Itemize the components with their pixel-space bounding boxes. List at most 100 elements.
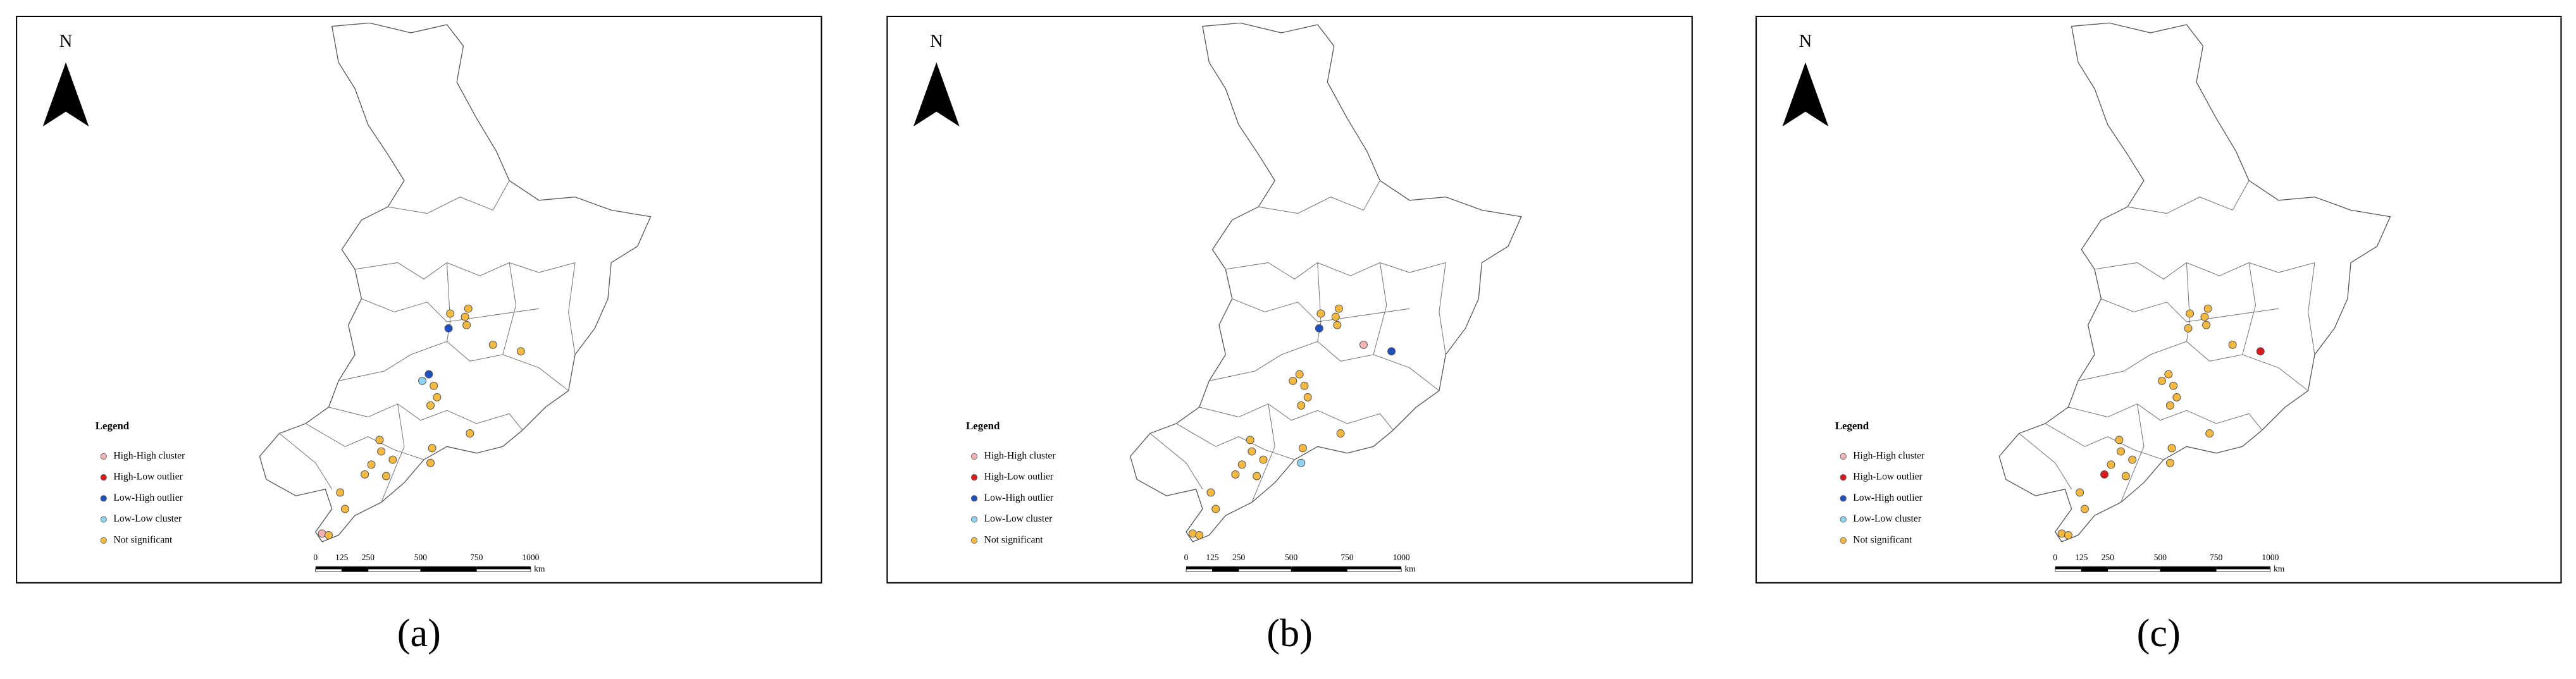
city-point	[388, 455, 397, 464]
province-boundary	[1232, 298, 1410, 322]
scale-segment	[2081, 566, 2108, 570]
city-point	[446, 309, 455, 318]
province-boundary	[1258, 180, 1380, 214]
city-point	[2164, 370, 2173, 379]
province-boundary	[446, 262, 451, 342]
city-point	[325, 531, 333, 540]
scale-segment	[476, 566, 531, 570]
province-boundary	[568, 262, 576, 355]
province-boundary	[328, 403, 523, 431]
province-boundary	[1209, 341, 1440, 391]
city-point	[340, 505, 349, 513]
panel-caption: (b)	[1266, 611, 1313, 655]
city-point	[1297, 458, 1306, 467]
province-boundary	[305, 423, 424, 460]
scale-segment	[1291, 568, 1347, 572]
city-point	[2165, 401, 2174, 410]
north-label: N	[1799, 32, 1812, 51]
panel-caption: (c)	[2137, 611, 2181, 655]
city-point	[424, 370, 433, 379]
legend-marker	[1840, 516, 1847, 523]
city-point	[2228, 340, 2237, 349]
north-label: N	[930, 32, 943, 51]
scale-segment	[1239, 566, 1292, 570]
scale-tick-label: 1000	[1393, 553, 1410, 562]
scale-tick-label: 500	[414, 553, 427, 562]
legend-marker	[970, 474, 978, 481]
city-point	[1316, 309, 1325, 318]
legend-label: Low-High outlier	[984, 492, 1054, 503]
scale-segment	[342, 566, 368, 570]
scale-tick-label: 500	[2154, 553, 2167, 562]
legend-marker	[970, 495, 978, 502]
province-boundary	[381, 403, 405, 503]
north-arrow	[1782, 62, 1829, 126]
city-point	[2157, 376, 2166, 385]
scale-segment	[420, 568, 477, 572]
city-point	[433, 393, 442, 401]
city-point	[1333, 321, 1342, 329]
province-boundary	[502, 262, 517, 355]
city-point	[2128, 455, 2137, 464]
legend-marker	[970, 537, 978, 544]
scale-tick-label: 500	[1285, 553, 1298, 562]
city-point	[462, 321, 471, 329]
city-point	[2256, 347, 2265, 356]
city-point	[2117, 447, 2126, 456]
city-point	[1231, 470, 1240, 479]
legend-marker	[970, 453, 978, 460]
scale-segment	[2215, 568, 2271, 572]
north-arrow	[42, 62, 89, 126]
province-boundary	[1317, 262, 1322, 342]
scale-tick-label: 0	[1184, 553, 1189, 562]
city-point	[428, 444, 437, 453]
legend-marker	[1840, 495, 1847, 502]
legend-label: Low-High outlier	[113, 492, 183, 503]
province-boundary	[2068, 403, 2263, 431]
legend-label: High-Low outlier	[113, 472, 183, 482]
city-point	[1297, 401, 1306, 410]
city-point	[1303, 393, 1312, 401]
city-point	[1300, 381, 1309, 390]
scale-segment	[1347, 566, 1402, 570]
province-boundary	[2045, 423, 2164, 460]
legend-marker	[970, 516, 978, 523]
city-point	[426, 401, 435, 410]
province-boundary	[1439, 262, 1446, 355]
legend-marker	[1840, 537, 1847, 544]
scale-segment	[368, 566, 421, 570]
city-point	[418, 376, 427, 385]
scale-tick-label: 750	[1341, 553, 1354, 562]
scale-segment	[2081, 568, 2108, 572]
scale-segment	[2216, 566, 2270, 570]
city-point	[2205, 429, 2214, 438]
province-boundary	[387, 180, 510, 214]
city-point	[2107, 460, 2115, 469]
province-boundary	[2186, 262, 2191, 342]
scale-segment	[368, 568, 421, 572]
province-boundary	[2101, 298, 2279, 322]
scale-unit: km	[1404, 564, 1416, 573]
province-boundary	[1225, 262, 1446, 280]
scale-segment	[315, 568, 342, 572]
city-point	[1331, 312, 1340, 321]
scale-unit: km	[2274, 564, 2285, 573]
city-point	[466, 429, 474, 438]
city-point	[426, 458, 435, 467]
city-point	[1359, 340, 1368, 349]
north-label: N	[59, 32, 73, 51]
city-point	[2100, 470, 2109, 479]
scale-unit: km	[534, 564, 545, 573]
city-point	[1211, 505, 1220, 513]
legend-title: Legend	[96, 420, 130, 432]
legend-marker	[1840, 474, 1847, 481]
scale-tick-label: 1000	[522, 553, 539, 562]
legend-label: Low-Low cluster	[1853, 513, 1922, 524]
map-panel: N Legend High-High cluster High-Low outlier…	[886, 15, 1693, 584]
city-point	[1246, 436, 1254, 444]
province-boundary	[361, 298, 539, 322]
city-point	[516, 347, 525, 356]
legend-label: High-Low outlier	[984, 472, 1054, 482]
